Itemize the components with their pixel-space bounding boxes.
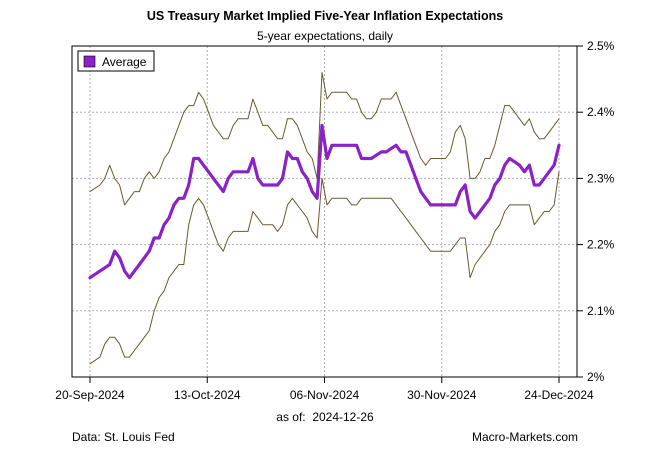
y-tick-label: 2.5% — [587, 39, 615, 53]
chart-title: US Treasury Market Implied Five-Year Inf… — [146, 9, 504, 23]
y-tick-label: 2% — [587, 370, 605, 384]
series-line-average — [88, 123, 561, 280]
as-of-label: as of: — [276, 410, 306, 424]
as-of-date: 2024-12-26 — [312, 410, 374, 424]
chart-subtitle: 5-year expectations, daily — [256, 29, 394, 43]
series-line-upper-band — [89, 72, 560, 206]
y-tick-label: 2.1% — [587, 304, 615, 318]
series-line-lower-band — [89, 171, 560, 365]
x-tick-label: 13-Oct-2024 — [174, 388, 241, 402]
y-tick-label: 2.2% — [587, 238, 615, 252]
y-tick-label: 2.3% — [587, 171, 615, 185]
legend-box — [77, 50, 155, 72]
x-tick-label: 24-Dec-2024 — [524, 388, 594, 402]
brand-credit: Macro-Markets.com — [471, 430, 578, 444]
as-of-line: as of: 2024-12-26 — [0, 410, 650, 424]
legend-label-average: Average — [102, 55, 147, 69]
x-tick-label: 30-Nov-2024 — [407, 388, 477, 402]
y-tick-label: 2.4% — [587, 105, 615, 119]
x-tick-label: 06-Nov-2024 — [290, 388, 360, 402]
legend: Average — [77, 50, 155, 72]
x-tick-label: 20-Sep-2024 — [55, 388, 125, 402]
legend-swatch-average — [83, 55, 96, 68]
data-source: Data: St. Louis Fed — [72, 430, 175, 444]
